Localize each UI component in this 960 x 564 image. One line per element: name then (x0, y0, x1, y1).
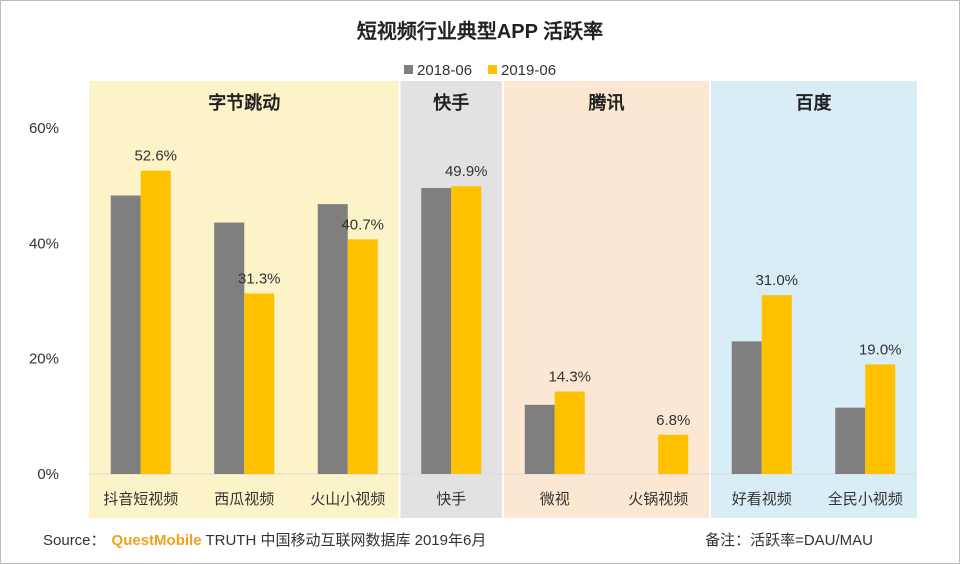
x-axis-labels: 抖音短视频 西瓜视频 火山小视频 快手 微视 火锅视频 好看视频 全民小视频 (103, 490, 903, 508)
bar-2018-06-6 (731, 341, 762, 474)
bar-2019-06-6 (761, 295, 792, 474)
y-tick-label: 40% (29, 235, 59, 252)
bar-2019-06-4 (554, 391, 585, 474)
bar-2019-06-0 (140, 170, 171, 474)
data-label: 19.0% (859, 341, 902, 358)
footnote: 备注：活跃率=DAU/MAU (705, 532, 873, 549)
data-label: 6.8% (656, 412, 690, 429)
group-label-bytedance: 字节跳动 (208, 92, 280, 113)
source-line: Source： QuestMobile TRUTH 中国移动互联网数据库 2019… (43, 529, 486, 550)
group-label-tencent: 腾讯 (589, 92, 625, 113)
bar-2019-06-2 (347, 239, 378, 474)
group-label-baidu: 百度 (796, 92, 833, 113)
x-tick-label: 火锅视频 (628, 491, 688, 508)
source-prefix: Source： (43, 532, 106, 549)
data-label: 31.3% (238, 271, 281, 288)
bar-2018-06-0 (110, 195, 141, 474)
data-label: 49.9% (445, 163, 488, 180)
legend-label-2018-06: 2018-06 (417, 62, 472, 79)
x-tick-label: 好看视频 (732, 491, 792, 508)
source-text: TRUTH 中国移动互联网数据库 2019年6月 (205, 532, 487, 549)
x-tick-label: 抖音短视频 (103, 491, 178, 508)
legend: 2018-06 2019-06 (404, 62, 556, 79)
bar-2018-06-7 (835, 407, 866, 474)
data-label: 40.7% (341, 216, 384, 233)
legend-swatch-2019-06 (488, 65, 497, 74)
bar-2019-06-1 (244, 293, 275, 474)
legend-swatch-2018-06 (404, 65, 413, 74)
y-tick-label: 60% (29, 120, 59, 137)
y-tick-label: 0% (37, 466, 59, 483)
bar-2018-06-2 (317, 204, 348, 474)
bar-2018-06-3 (421, 187, 452, 474)
bar-2019-06-5 (658, 434, 689, 474)
data-label: 52.6% (134, 148, 177, 165)
bar-2019-06-3 (451, 186, 482, 474)
group-bands: 字节跳动 快手 腾讯 百度 (89, 81, 917, 518)
x-tick-label: 快手 (436, 491, 466, 508)
y-tick-label: 20% (29, 351, 59, 368)
chart-canvas: 短视频行业典型APP 活跃率 2018-06 2019-06 字节跳动 快手 腾讯 百度… (29, 19, 917, 518)
data-label: 31.0% (755, 272, 798, 289)
data-label: 14.3% (548, 369, 591, 386)
bar-2018-06-4 (524, 404, 555, 474)
x-tick-label: 微视 (540, 491, 570, 508)
bars (110, 170, 896, 474)
brand-name: QuestMobile (111, 532, 202, 549)
data-labels: 52.6% 31.3% 40.7% 49.9% 14.3% 6.8% 31.0% 19.0% (134, 148, 901, 429)
bar-2019-06-7 (865, 364, 896, 474)
legend-label-2019-06: 2019-06 (501, 62, 556, 79)
footer: Source： QuestMobile TRUTH 中国移动互联网数据库 2019… (1, 529, 959, 555)
x-tick-label: 火山小视频 (310, 491, 385, 508)
x-tick-label: 全民小视频 (828, 490, 903, 508)
group-label-kuaishou: 快手 (433, 92, 469, 113)
x-tick-label: 西瓜视频 (214, 491, 274, 508)
chart-title: 短视频行业典型APP 活跃率 (357, 19, 603, 43)
bar-2018-06-1 (214, 222, 245, 474)
